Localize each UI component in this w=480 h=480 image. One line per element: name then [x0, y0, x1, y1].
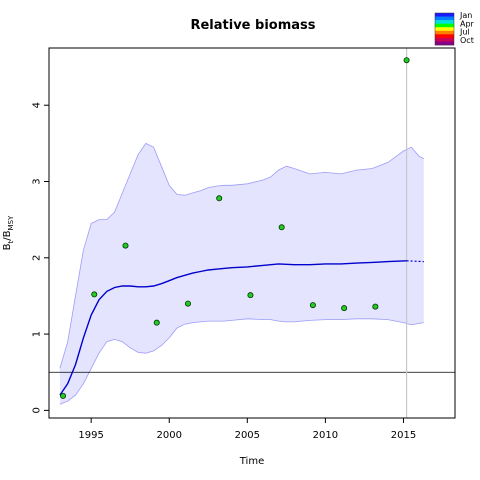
x-tick-label: 2010 — [313, 430, 338, 441]
legend-color-band — [435, 30, 454, 35]
y-label-sub2: MSY — [7, 215, 15, 230]
y-label-sub1: t — [7, 240, 15, 243]
y-tick-label: 1 — [32, 331, 43, 337]
y-tick-label: 2 — [32, 255, 43, 261]
legend-label: Jul — [459, 28, 470, 37]
y-axis: 0 1 2 3 4 — [32, 102, 49, 414]
legend-color-band — [435, 41, 454, 46]
data-point — [91, 291, 98, 298]
plot-area — [48, 47, 456, 419]
y-tick-label: 0 — [32, 407, 43, 413]
legend-color-band — [435, 23, 454, 28]
legend-label: Apr — [460, 19, 475, 28]
median-line — [59, 260, 407, 396]
x-axis: 1995 2000 2005 2010 2015 — [78, 418, 416, 441]
legend-color-band — [435, 34, 454, 39]
y-tick-label: 4 — [32, 102, 43, 108]
x-tick-label: 1995 — [78, 430, 103, 441]
x-tick-label: 2015 — [391, 430, 416, 441]
data-point — [247, 292, 254, 299]
prediction-line — [406, 260, 424, 263]
legend-strip-frame — [434, 12, 455, 46]
data-point — [184, 300, 191, 307]
legend-color-band — [435, 37, 454, 42]
data-point — [122, 242, 129, 249]
confidence-band — [59, 143, 424, 405]
y-label-main: B — [2, 243, 13, 250]
data-point — [278, 224, 285, 231]
legend-color-band — [435, 16, 454, 21]
legend-label: Jan — [459, 11, 472, 20]
plot-frame — [48, 47, 456, 419]
legend-color-band — [435, 27, 454, 32]
x-tick-label: 2000 — [157, 430, 182, 441]
y-label-mid: /B — [2, 230, 13, 240]
band-lower-edge — [59, 318, 424, 405]
data-point — [216, 195, 223, 202]
band-upper-edge — [59, 142, 424, 369]
y-axis-label: Bt/BMSY — [2, 215, 15, 250]
data-point — [403, 57, 410, 64]
x-tick-label: 2005 — [235, 430, 260, 441]
data-point — [60, 392, 67, 399]
data-point — [341, 305, 348, 312]
legend-color-band — [435, 13, 454, 17]
legend-color-band — [435, 20, 454, 24]
data-point — [309, 302, 316, 309]
legend-label: Oct — [460, 36, 474, 45]
x-axis-label: Time — [239, 456, 264, 467]
y-tick-label: 3 — [32, 178, 43, 184]
data-point — [153, 319, 160, 326]
data-point — [372, 303, 379, 310]
chart-title: Relative biomass — [190, 18, 315, 33]
